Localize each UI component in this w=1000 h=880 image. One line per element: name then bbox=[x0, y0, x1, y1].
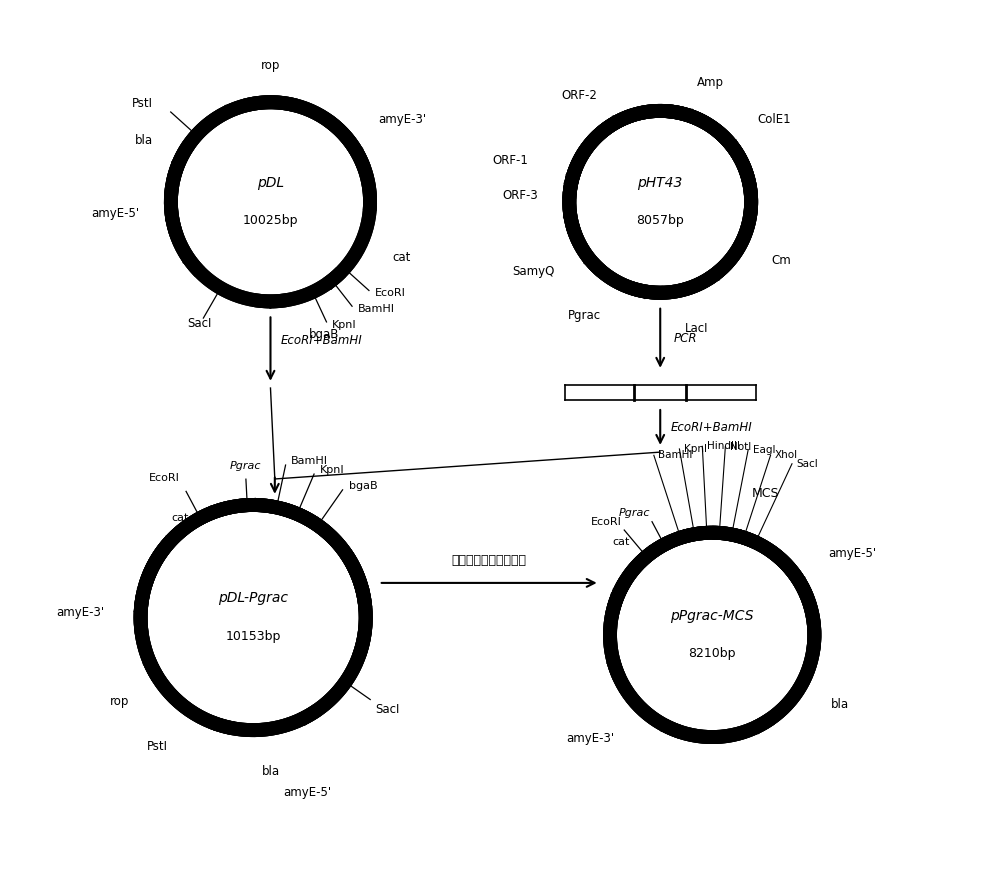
Text: amyE-5': amyE-5' bbox=[91, 207, 140, 220]
Text: KpnI: KpnI bbox=[320, 465, 345, 475]
Text: PstI: PstI bbox=[147, 740, 168, 753]
Text: pPgrac-MCS: pPgrac-MCS bbox=[670, 609, 754, 623]
Text: Pgrac: Pgrac bbox=[568, 309, 601, 322]
Polygon shape bbox=[661, 722, 681, 732]
Polygon shape bbox=[137, 589, 148, 608]
Text: EcoRI+BamHI: EcoRI+BamHI bbox=[671, 421, 752, 434]
Text: cat: cat bbox=[172, 513, 189, 524]
Text: 10025bp: 10025bp bbox=[243, 215, 298, 227]
Polygon shape bbox=[613, 589, 623, 608]
Text: SacI: SacI bbox=[187, 317, 212, 330]
Text: EcoRI: EcoRI bbox=[591, 517, 621, 527]
Text: PCR: PCR bbox=[673, 332, 697, 345]
Text: cat: cat bbox=[613, 537, 630, 547]
Polygon shape bbox=[143, 658, 158, 678]
Text: EagI: EagI bbox=[753, 444, 775, 455]
Text: NotI: NotI bbox=[730, 442, 751, 451]
Polygon shape bbox=[687, 109, 706, 123]
Text: KpnI: KpnI bbox=[684, 444, 707, 454]
Polygon shape bbox=[640, 546, 657, 562]
Polygon shape bbox=[795, 577, 807, 597]
Polygon shape bbox=[564, 168, 576, 187]
Text: KpnI: KpnI bbox=[331, 320, 356, 330]
Text: SamyQ: SamyQ bbox=[513, 265, 555, 278]
Text: cat: cat bbox=[392, 251, 411, 264]
Text: XhoI: XhoI bbox=[775, 451, 798, 460]
Text: 点突变增加多克隆位点: 点突变增加多克隆位点 bbox=[452, 554, 527, 568]
Text: ORF-1: ORF-1 bbox=[493, 153, 528, 166]
Text: bgaB: bgaB bbox=[349, 481, 378, 491]
Text: Cm: Cm bbox=[771, 253, 791, 267]
Text: bla: bla bbox=[135, 134, 153, 147]
Text: ColE1: ColE1 bbox=[757, 114, 791, 126]
Polygon shape bbox=[197, 506, 216, 520]
Polygon shape bbox=[584, 255, 602, 272]
Polygon shape bbox=[752, 719, 771, 734]
Polygon shape bbox=[612, 115, 632, 126]
Text: 8057bp: 8057bp bbox=[636, 215, 684, 227]
Polygon shape bbox=[166, 529, 184, 545]
Polygon shape bbox=[134, 594, 144, 614]
Text: BamHI: BamHI bbox=[658, 451, 693, 460]
Text: amyE-3': amyE-3' bbox=[567, 732, 615, 745]
Text: SacI: SacI bbox=[796, 458, 818, 469]
Text: 10153bp: 10153bp bbox=[225, 630, 281, 643]
Polygon shape bbox=[607, 658, 620, 678]
Text: amyE-5': amyE-5' bbox=[283, 786, 331, 799]
Polygon shape bbox=[644, 288, 663, 298]
Polygon shape bbox=[736, 530, 755, 542]
Text: MCS: MCS bbox=[752, 487, 779, 500]
Text: bla: bla bbox=[262, 765, 280, 778]
Polygon shape bbox=[324, 272, 341, 290]
Text: pHT43: pHT43 bbox=[638, 176, 683, 190]
Text: HindIII: HindIII bbox=[707, 442, 740, 451]
Text: ORF-3: ORF-3 bbox=[502, 189, 538, 202]
Text: ORF-2: ORF-2 bbox=[562, 89, 598, 101]
Text: EcoRI: EcoRI bbox=[149, 473, 180, 483]
Text: EcoRI: EcoRI bbox=[375, 288, 406, 297]
Polygon shape bbox=[566, 174, 576, 194]
Text: rop: rop bbox=[261, 59, 280, 72]
Polygon shape bbox=[711, 262, 728, 281]
Polygon shape bbox=[358, 589, 369, 608]
Text: pDL-Pgrac: pDL-Pgrac bbox=[218, 591, 288, 605]
Polygon shape bbox=[611, 581, 626, 599]
Polygon shape bbox=[214, 720, 234, 730]
Text: pDL: pDL bbox=[257, 176, 284, 190]
Polygon shape bbox=[253, 498, 273, 509]
Polygon shape bbox=[563, 213, 575, 233]
Text: rop: rop bbox=[110, 695, 129, 708]
Polygon shape bbox=[268, 298, 288, 308]
Text: amyE-3': amyE-3' bbox=[56, 605, 105, 619]
Text: amyE-5': amyE-5' bbox=[828, 546, 876, 560]
Text: bgaB: bgaB bbox=[309, 328, 339, 341]
Text: 8210bp: 8210bp bbox=[688, 648, 736, 660]
Text: EcoRI+BamHI: EcoRI+BamHI bbox=[281, 334, 363, 347]
Text: SacI: SacI bbox=[375, 703, 399, 715]
Text: Amp: Amp bbox=[697, 77, 724, 90]
Text: bla: bla bbox=[831, 698, 849, 711]
Polygon shape bbox=[172, 161, 182, 181]
Text: BamHI: BamHI bbox=[358, 304, 395, 314]
Text: amyE-3': amyE-3' bbox=[378, 114, 426, 127]
Text: BamHI: BamHI bbox=[291, 456, 328, 466]
Polygon shape bbox=[684, 530, 703, 540]
Polygon shape bbox=[165, 216, 177, 236]
Polygon shape bbox=[311, 517, 328, 534]
Polygon shape bbox=[299, 710, 318, 725]
Text: Pgrac: Pgrac bbox=[230, 460, 261, 471]
Polygon shape bbox=[353, 148, 364, 168]
Text: LacI: LacI bbox=[685, 322, 709, 334]
Polygon shape bbox=[183, 255, 200, 272]
Polygon shape bbox=[727, 140, 741, 159]
Text: PstI: PstI bbox=[132, 97, 153, 110]
Text: Pgrac: Pgrac bbox=[618, 508, 650, 517]
Polygon shape bbox=[225, 106, 245, 115]
